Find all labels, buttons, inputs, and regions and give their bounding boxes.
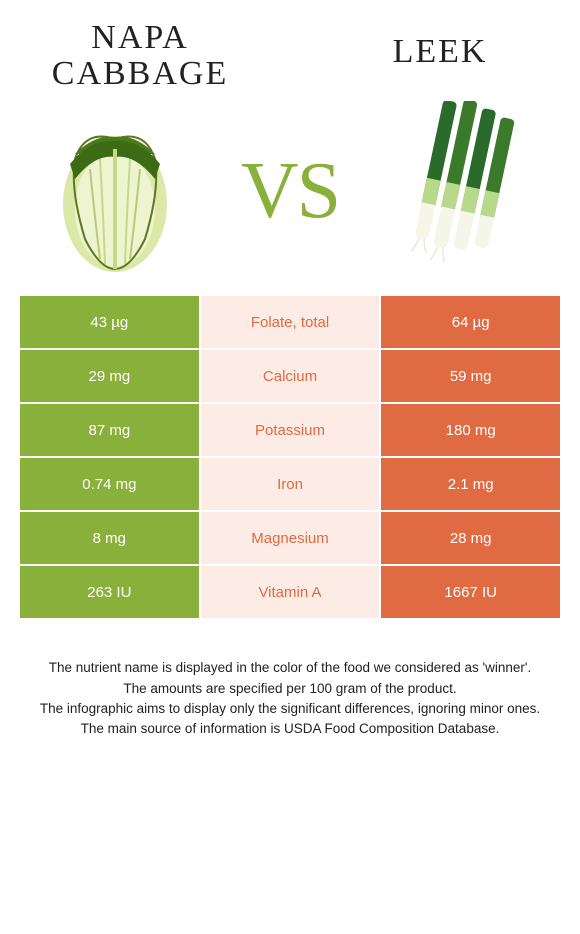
footer-line: The main source of information is USDA F… [10, 719, 570, 739]
nutrient-label: Calcium [201, 350, 380, 402]
footer-line: The nutrient name is displayed in the co… [10, 658, 570, 678]
left-value: 0.74 mg [20, 458, 199, 510]
right-value: 1667 IU [381, 566, 560, 618]
table-row: 8 mg Magnesium 28 mg [20, 512, 560, 564]
right-value: 180 mg [381, 404, 560, 456]
table-row: 0.74 mg Iron 2.1 mg [20, 458, 560, 510]
left-value: 29 mg [20, 350, 199, 402]
napa-cabbage-image [40, 106, 190, 276]
nutrient-label: Iron [201, 458, 380, 510]
table-row: 43 µg Folate, total 64 µg [20, 296, 560, 348]
footer-line: The infographic aims to display only the… [10, 699, 570, 719]
footer-notes: The nutrient name is displayed in the co… [0, 658, 580, 739]
right-value: 2.1 mg [381, 458, 560, 510]
comparison-table: 43 µg Folate, total 64 µg 29 mg Calcium … [20, 296, 560, 618]
left-food-title: Napa cabbage [50, 20, 230, 91]
vs-label: VS [241, 146, 339, 237]
left-value: 263 IU [20, 566, 199, 618]
right-value: 64 µg [381, 296, 560, 348]
nutrient-label: Vitamin A [201, 566, 380, 618]
left-value: 8 mg [20, 512, 199, 564]
left-value: 43 µg [20, 296, 199, 348]
table-row: 87 mg Potassium 180 mg [20, 404, 560, 456]
nutrient-label: Magnesium [201, 512, 380, 564]
images-row: VS [0, 96, 580, 296]
right-food-title: Leek [350, 20, 530, 70]
table-row: 263 IU Vitamin A 1667 IU [20, 566, 560, 618]
right-title-text: Leek [393, 33, 488, 70]
right-value: 28 mg [381, 512, 560, 564]
left-title-line2: cabbage [52, 55, 228, 92]
leek-image [390, 106, 540, 276]
nutrient-label: Folate, total [201, 296, 380, 348]
table-row: 29 mg Calcium 59 mg [20, 350, 560, 402]
footer-line: The amounts are specified per 100 gram o… [10, 679, 570, 699]
left-title-line1: Napa [91, 19, 188, 56]
left-value: 87 mg [20, 404, 199, 456]
header-row: Napa cabbage Leek [0, 0, 580, 96]
nutrient-label: Potassium [201, 404, 380, 456]
right-value: 59 mg [381, 350, 560, 402]
